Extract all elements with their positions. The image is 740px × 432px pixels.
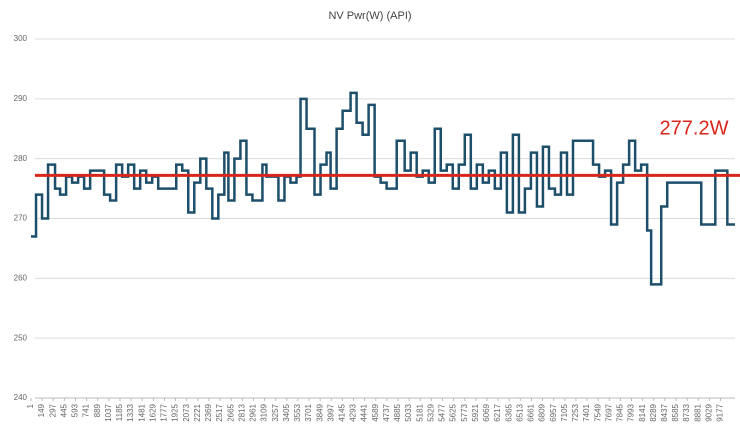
x-tick-label: 5625 bbox=[449, 403, 458, 421]
x-tick-label: 7549 bbox=[593, 403, 602, 421]
reference-label: 277.2W bbox=[660, 117, 729, 139]
x-tick-label: 7253 bbox=[571, 403, 580, 421]
x-tick-label: 3701 bbox=[304, 403, 313, 421]
x-tick-label: 4441 bbox=[360, 403, 369, 421]
x-tick-label: 6957 bbox=[549, 403, 558, 421]
x-tick-label: 2221 bbox=[193, 403, 202, 421]
x-tick-label: 1629 bbox=[148, 403, 157, 421]
x-tick-label: 8437 bbox=[660, 403, 669, 421]
chart-title: NV Pwr(W) (API) bbox=[328, 10, 411, 22]
x-tick-label: 8141 bbox=[638, 403, 647, 421]
data-line bbox=[31, 91, 735, 286]
x-tick-label: 3997 bbox=[326, 403, 335, 421]
x-tick-label: 4885 bbox=[393, 403, 402, 421]
x-tick-label: 3849 bbox=[315, 403, 324, 421]
x-tick-label: 1037 bbox=[104, 403, 113, 421]
x-tick-label: 7993 bbox=[627, 403, 636, 421]
x-tick-label: 6809 bbox=[538, 403, 547, 421]
y-tick-label: 290 bbox=[14, 94, 28, 103]
x-tick-label: 6661 bbox=[527, 403, 536, 421]
y-tick-label: 260 bbox=[14, 273, 28, 282]
x-tick-label: 2369 bbox=[204, 403, 213, 421]
x-tick-label: 3405 bbox=[282, 403, 291, 421]
x-tick-label: 2813 bbox=[237, 403, 246, 421]
x-tick-label: 3553 bbox=[293, 403, 302, 421]
x-tick-label: 5773 bbox=[460, 403, 469, 421]
y-tick-label: 280 bbox=[14, 154, 28, 163]
x-tick-label: 7401 bbox=[582, 403, 591, 421]
x-tick-label: 5329 bbox=[426, 403, 435, 421]
x-tick-label: 7697 bbox=[604, 403, 613, 421]
x-tick-label: 1 bbox=[26, 403, 35, 408]
x-tick-label: 149 bbox=[37, 403, 46, 417]
x-tick-label: 5921 bbox=[471, 403, 480, 421]
x-tick-label: 1777 bbox=[160, 403, 169, 421]
x-tick-label: 1333 bbox=[126, 403, 135, 421]
x-tick-label: 2665 bbox=[226, 403, 235, 421]
x-tick-label: 4589 bbox=[371, 403, 380, 421]
x-tick-label: 297 bbox=[48, 403, 57, 417]
x-tick-label: 3257 bbox=[271, 403, 280, 421]
x-tick-label: 2961 bbox=[249, 403, 258, 421]
y-tick-label: 300 bbox=[14, 34, 28, 43]
x-tick-label: 2073 bbox=[182, 403, 191, 421]
x-tick-label: 8733 bbox=[682, 403, 691, 421]
x-tick-label: 3109 bbox=[260, 403, 269, 421]
x-tick-label: 889 bbox=[93, 403, 102, 417]
x-tick-label: 741 bbox=[82, 403, 91, 417]
x-tick-label: 1925 bbox=[171, 403, 180, 421]
x-tick-label: 6069 bbox=[482, 403, 491, 421]
x-tick-label: 8289 bbox=[649, 403, 658, 421]
x-tick-label: 2517 bbox=[215, 403, 224, 421]
x-tick-label: 445 bbox=[59, 403, 68, 417]
x-tick-label: 4293 bbox=[349, 403, 358, 421]
x-tick-label: 7105 bbox=[560, 403, 569, 421]
x-tick-label: 1481 bbox=[137, 403, 146, 421]
x-tick-label: 6365 bbox=[504, 403, 513, 421]
x-tick-label: 8585 bbox=[671, 403, 680, 421]
x-tick-label: 8881 bbox=[693, 403, 702, 421]
x-tick-label: 5033 bbox=[404, 403, 413, 421]
x-tick-label: 7845 bbox=[616, 403, 625, 421]
x-tick-label: 9177 bbox=[716, 403, 725, 421]
x-tick-label: 6513 bbox=[515, 403, 524, 421]
x-tick-label: 5181 bbox=[415, 403, 424, 421]
y-tick-label: 250 bbox=[14, 333, 28, 342]
y-tick-label: 270 bbox=[14, 214, 28, 223]
x-tick-label: 5477 bbox=[438, 403, 447, 421]
x-tick-label: 4737 bbox=[382, 403, 391, 421]
y-tick-label: 240 bbox=[14, 393, 28, 402]
x-tick-label: 1185 bbox=[115, 403, 124, 421]
x-tick-label: 593 bbox=[71, 403, 80, 417]
x-tick-label: 4145 bbox=[337, 403, 346, 421]
x-tick-label: 9029 bbox=[704, 403, 713, 421]
x-tick-label: 6217 bbox=[493, 403, 502, 421]
